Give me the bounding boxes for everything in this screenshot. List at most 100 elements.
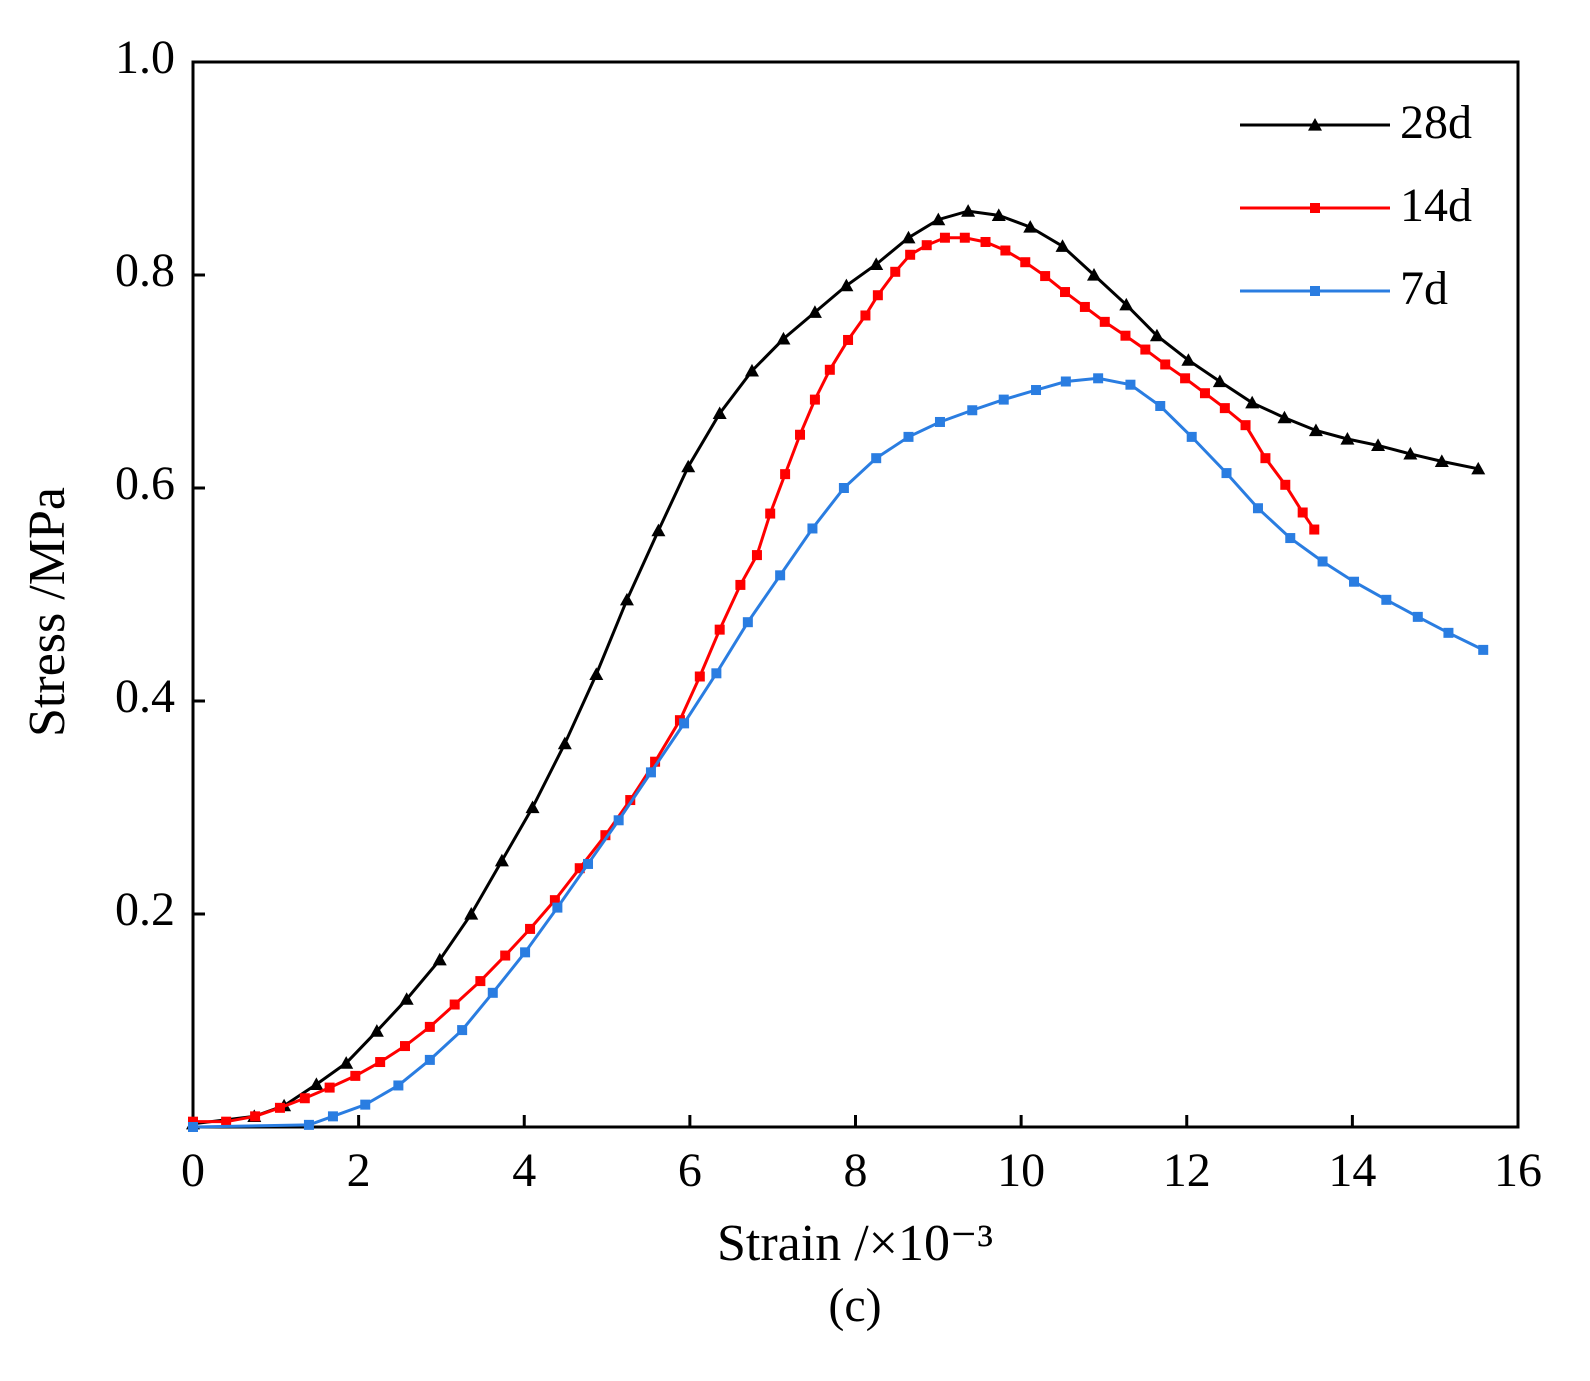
data-point bbox=[1371, 438, 1386, 451]
data-point bbox=[1221, 468, 1232, 479]
data-point bbox=[557, 736, 572, 750]
data-point bbox=[1381, 594, 1392, 605]
data-point bbox=[1140, 344, 1151, 355]
data-point bbox=[520, 947, 531, 958]
data-point bbox=[1155, 400, 1166, 411]
data-point bbox=[961, 204, 976, 217]
data-point bbox=[775, 570, 786, 581]
data-point bbox=[1434, 454, 1449, 467]
data-point bbox=[1020, 257, 1031, 268]
data-point bbox=[1186, 431, 1197, 442]
data-point bbox=[432, 952, 447, 966]
x-tick-label: 10 bbox=[997, 1144, 1045, 1197]
data-point bbox=[1297, 507, 1308, 518]
data-point bbox=[751, 550, 762, 561]
data-point bbox=[1087, 268, 1101, 281]
data-point bbox=[998, 394, 1009, 405]
data-point bbox=[324, 1082, 335, 1093]
data-point bbox=[625, 795, 636, 806]
data-point bbox=[780, 469, 791, 480]
data-point bbox=[1277, 410, 1292, 424]
data-point bbox=[399, 992, 414, 1005]
data-point bbox=[1099, 316, 1110, 327]
data-point bbox=[250, 1111, 261, 1122]
data-point bbox=[980, 236, 991, 247]
data-point bbox=[188, 1116, 198, 1127]
series-line bbox=[192, 209, 1479, 1126]
data-point bbox=[1060, 376, 1071, 387]
data-point bbox=[1317, 556, 1328, 567]
data-point bbox=[1120, 330, 1131, 341]
data-point bbox=[694, 671, 705, 682]
data-point bbox=[1180, 373, 1191, 384]
data-point bbox=[843, 334, 854, 345]
data-point bbox=[1040, 271, 1051, 282]
data-point bbox=[645, 767, 656, 778]
data-point bbox=[860, 310, 871, 321]
caption: (c) bbox=[828, 1279, 881, 1332]
legend-marker bbox=[1310, 286, 1320, 296]
data-point bbox=[681, 459, 696, 473]
data-point bbox=[549, 895, 560, 906]
data-point bbox=[1023, 220, 1038, 233]
x-axis-label: Strain /×10⁻³ bbox=[717, 1215, 993, 1272]
data-point bbox=[457, 1025, 468, 1036]
data-point bbox=[360, 1099, 371, 1110]
data-point bbox=[1199, 388, 1210, 399]
data-point bbox=[921, 240, 932, 251]
data-point bbox=[1181, 353, 1196, 366]
data-point bbox=[350, 1070, 361, 1081]
data-point bbox=[487, 987, 498, 998]
x-tick-label: 8 bbox=[844, 1144, 868, 1197]
data-point bbox=[795, 429, 806, 440]
data-point bbox=[905, 249, 916, 260]
data-point bbox=[1412, 611, 1423, 622]
x-tick-label: 12 bbox=[1163, 1144, 1211, 1197]
data-point bbox=[871, 453, 882, 464]
data-point bbox=[809, 394, 820, 405]
data-point bbox=[1060, 287, 1071, 298]
y-tick-label: 1.0 bbox=[115, 31, 175, 84]
data-point bbox=[393, 1080, 404, 1091]
data-point bbox=[1079, 301, 1090, 312]
data-point bbox=[1055, 239, 1070, 252]
data-point bbox=[303, 1119, 314, 1130]
data-point bbox=[959, 232, 970, 243]
data-point bbox=[339, 1056, 354, 1069]
data-point bbox=[838, 483, 849, 493]
data-point bbox=[400, 1041, 410, 1052]
data-point bbox=[1160, 359, 1171, 370]
y-axis-label: Stress /MPa bbox=[19, 487, 76, 737]
data-point bbox=[742, 617, 753, 628]
legend-marker bbox=[1310, 203, 1320, 213]
legend-marker bbox=[1308, 118, 1322, 131]
data-point bbox=[934, 416, 945, 427]
data-point bbox=[1125, 379, 1136, 390]
legend-label: 14d bbox=[1400, 179, 1472, 232]
data-point bbox=[274, 1102, 285, 1113]
data-point bbox=[221, 1116, 232, 1127]
data-point bbox=[744, 363, 759, 377]
data-point bbox=[939, 232, 950, 243]
data-point bbox=[1443, 627, 1454, 638]
x-tick-label: 16 bbox=[1494, 1144, 1542, 1197]
data-point bbox=[309, 1077, 324, 1090]
data-point bbox=[1252, 503, 1263, 514]
data-point bbox=[375, 1057, 386, 1068]
data-point bbox=[1240, 420, 1251, 431]
data-point bbox=[1478, 644, 1489, 655]
data-point bbox=[890, 266, 901, 277]
data-point bbox=[1285, 533, 1296, 544]
x-tick-label: 4 bbox=[512, 1144, 536, 1197]
data-point bbox=[1309, 524, 1320, 535]
data-point bbox=[1212, 374, 1227, 388]
data-point bbox=[299, 1093, 310, 1104]
data-point bbox=[1093, 373, 1104, 384]
data-point bbox=[714, 624, 725, 635]
data-point bbox=[1471, 461, 1486, 475]
data-point bbox=[525, 923, 536, 934]
data-point bbox=[475, 976, 486, 987]
data-point bbox=[574, 863, 585, 874]
data-point bbox=[188, 1122, 198, 1132]
data-point bbox=[449, 999, 460, 1010]
